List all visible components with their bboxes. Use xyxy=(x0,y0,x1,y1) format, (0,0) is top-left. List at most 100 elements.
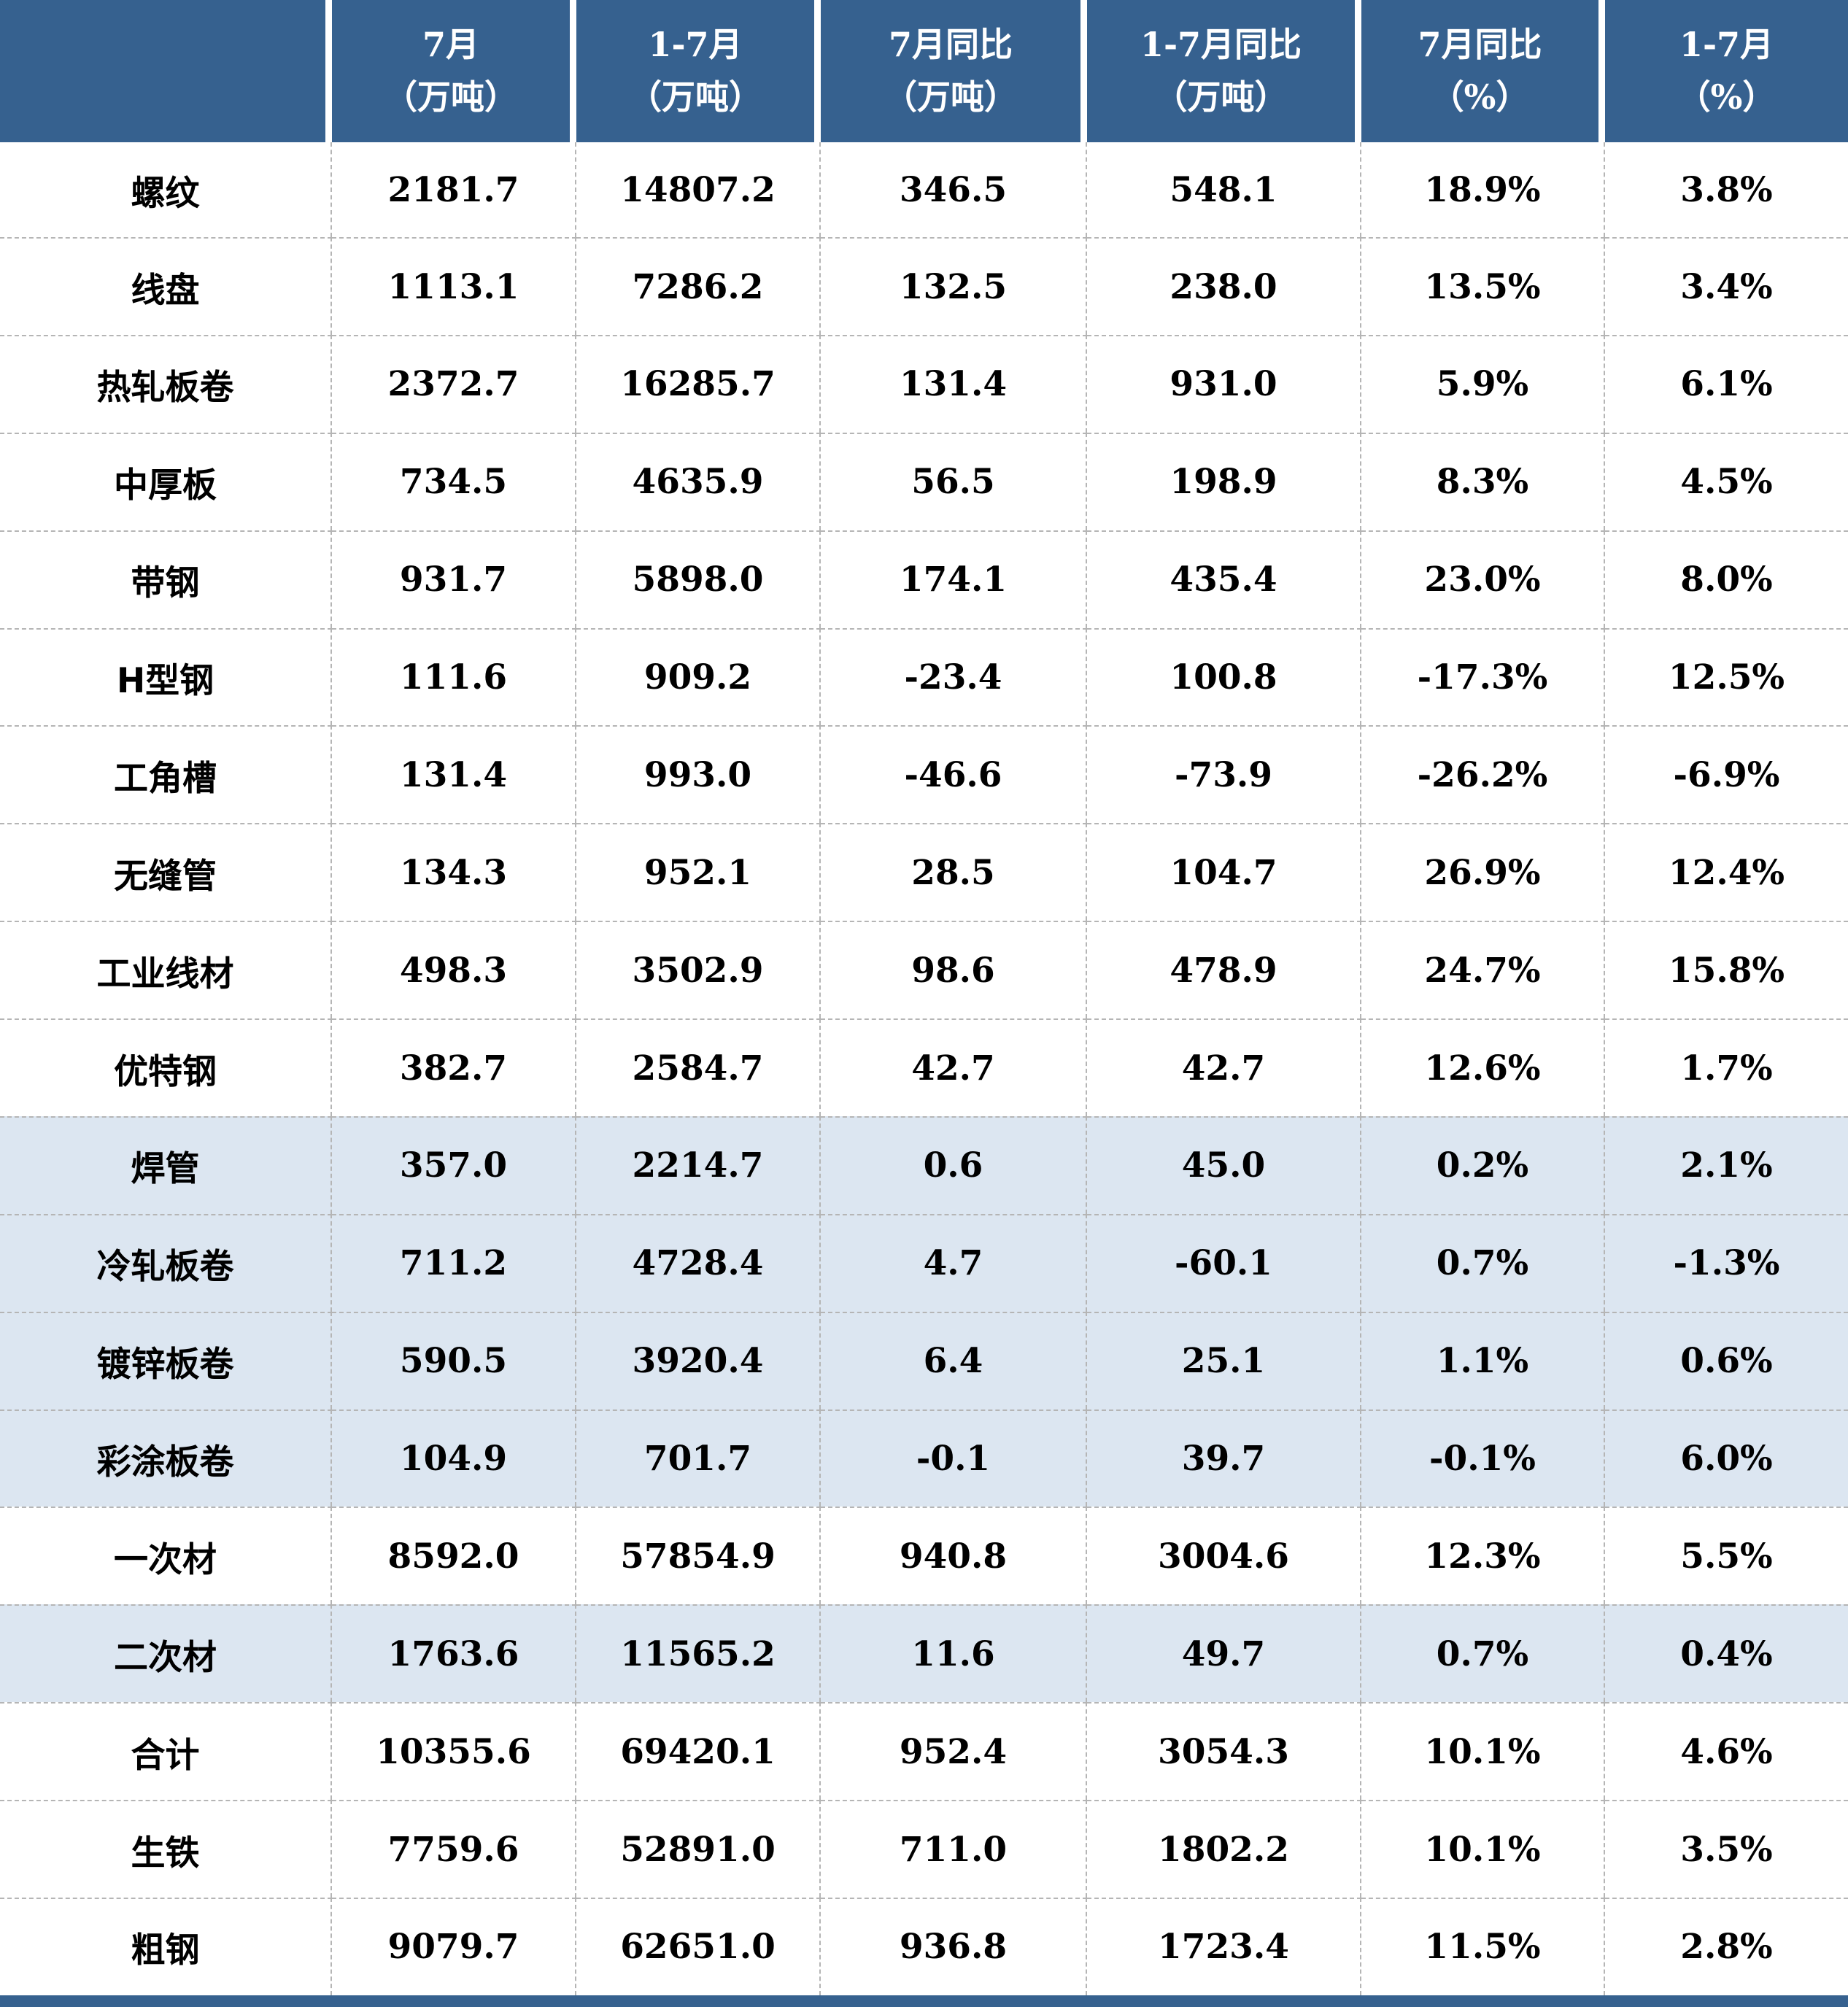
table-row: 线盘 1113.1 7286.2 132.5 238.0 13.5% 3.4% xyxy=(0,237,1848,335)
cell-jul-yoy-pct: 11.5% xyxy=(1361,1897,1605,1995)
cell-jan-jul-pct: 6.0% xyxy=(1605,1409,1848,1507)
cell-jul-yoy-pct: 18.9% xyxy=(1361,142,1605,238)
header-line2: （%） xyxy=(1430,77,1530,117)
cell-jan-jul-pct: 0.4% xyxy=(1605,1604,1848,1703)
cell-jan-jul-yoy-tons: 25.1 xyxy=(1087,1311,1361,1409)
cell-jan-jul-pct: 1.7% xyxy=(1605,1018,1848,1116)
table-row: 冷轧板卷 711.2 4728.4 4.7 -60.1 0.7% -1.3% xyxy=(0,1213,1848,1312)
row-label: 二次材 xyxy=(0,1604,332,1703)
cell-jan-jul-yoy-tons: 100.8 xyxy=(1087,627,1361,726)
table-row: 镀锌板卷 590.5 3920.4 6.4 25.1 1.1% 0.6% xyxy=(0,1311,1848,1409)
cell-jan-jul-yoy-tons: 1723.4 xyxy=(1087,1897,1361,1995)
table-row: 热轧板卷 2372.7 16285.7 131.4 931.0 5.9% 6.1… xyxy=(0,334,1848,433)
header-line1: 1-7月 xyxy=(648,25,743,65)
cell-jul-yoy-tons: 346.5 xyxy=(821,142,1087,238)
row-label: 镀锌板卷 xyxy=(0,1311,332,1409)
cell-jan-jul-yoy-tons: 3054.3 xyxy=(1087,1702,1361,1801)
cell-jul-yoy-tons: 98.6 xyxy=(821,921,1087,1019)
cell-jan-jul-tons: 701.7 xyxy=(576,1409,821,1507)
table-row: 一次材 8592.0 57854.9 940.8 3004.6 12.3% 5.… xyxy=(0,1507,1848,1605)
cell-jan-jul-tons: 4635.9 xyxy=(576,432,821,530)
cell-jul-yoy-tons: 56.5 xyxy=(821,432,1087,530)
header-line1: 7月同比 xyxy=(888,25,1013,65)
cell-jul-tons: 931.7 xyxy=(332,530,576,628)
cell-jul-tons: 8592.0 xyxy=(332,1507,576,1605)
row-label: 带钢 xyxy=(0,530,332,628)
cell-jan-jul-yoy-tons: 49.7 xyxy=(1087,1604,1361,1703)
cell-jan-jul-pct: 3.4% xyxy=(1605,237,1848,335)
cell-jul-yoy-tons: 936.8 xyxy=(821,1897,1087,1995)
cell-jan-jul-tons: 7286.2 xyxy=(576,237,821,335)
header-line1: 1-7月同比 xyxy=(1140,25,1302,65)
cell-jan-jul-tons: 2214.7 xyxy=(576,1115,821,1214)
table-row: 彩涂板卷 104.9 701.7 -0.1 39.7 -0.1% 6.0% xyxy=(0,1409,1848,1507)
cell-jul-yoy-pct: 26.9% xyxy=(1361,823,1605,921)
table-row: 粗钢 9079.7 62651.0 936.8 1723.4 11.5% 2.8… xyxy=(0,1897,1848,1995)
cell-jan-jul-yoy-tons: 42.7 xyxy=(1087,1018,1361,1116)
cell-jul-tons: 382.7 xyxy=(332,1018,576,1116)
cell-jul-yoy-pct: 13.5% xyxy=(1361,237,1605,335)
header-line1: 7月 xyxy=(422,25,479,65)
cell-jan-jul-pct: 12.4% xyxy=(1605,823,1848,921)
cell-jul-yoy-tons: 131.4 xyxy=(821,334,1087,433)
row-label: 焊管 xyxy=(0,1115,332,1214)
cell-jan-jul-pct: 15.8% xyxy=(1605,921,1848,1019)
cell-jul-yoy-tons: 6.4 xyxy=(821,1311,1087,1409)
cell-jul-yoy-pct: -0.1% xyxy=(1361,1409,1605,1507)
cell-jan-jul-pct: 0.6% xyxy=(1605,1311,1848,1409)
cell-jan-jul-pct: 4.5% xyxy=(1605,432,1848,530)
cell-jan-jul-yoy-tons: 931.0 xyxy=(1087,334,1361,433)
table-header: 7月 （万吨） 1-7月 （万吨） 7月同比 （万吨） 1-7月同比 （万吨） … xyxy=(0,0,1848,142)
row-label: 无缝管 xyxy=(0,823,332,921)
cell-jul-yoy-tons: 174.1 xyxy=(821,530,1087,628)
cell-jan-jul-yoy-tons: 3004.6 xyxy=(1087,1507,1361,1605)
row-label: 线盘 xyxy=(0,237,332,335)
cell-jul-tons: 590.5 xyxy=(332,1311,576,1409)
row-label: 工业线材 xyxy=(0,921,332,1019)
table-row: 无缝管 134.3 952.1 28.5 104.7 26.9% 12.4% xyxy=(0,823,1848,921)
cell-jan-jul-tons: 62651.0 xyxy=(576,1897,821,1995)
cell-jul-yoy-tons: 952.4 xyxy=(821,1702,1087,1801)
table-row: 中厚板 734.5 4635.9 56.5 198.9 8.3% 4.5% xyxy=(0,432,1848,530)
cell-jan-jul-pct: 3.8% xyxy=(1605,142,1848,238)
cell-jan-jul-yoy-tons: 238.0 xyxy=(1087,237,1361,335)
header-col-jul: 7月 （万吨） xyxy=(332,0,576,142)
cell-jul-yoy-pct: 0.7% xyxy=(1361,1604,1605,1703)
row-label: 热轧板卷 xyxy=(0,334,332,433)
row-label: 合计 xyxy=(0,1702,332,1801)
header-col-jul-yoy-pct: 7月同比 （%） xyxy=(1361,0,1605,142)
cell-jan-jul-tons: 909.2 xyxy=(576,627,821,726)
cell-jul-tons: 711.2 xyxy=(332,1213,576,1312)
cell-jul-yoy-tons: 4.7 xyxy=(821,1213,1087,1312)
cell-jan-jul-tons: 14807.2 xyxy=(576,142,821,238)
cell-jul-yoy-pct: -17.3% xyxy=(1361,627,1605,726)
cell-jan-jul-tons: 4728.4 xyxy=(576,1213,821,1312)
cell-jan-jul-yoy-tons: 198.9 xyxy=(1087,432,1361,530)
row-label: 螺纹 xyxy=(0,142,332,238)
header-line2: （%） xyxy=(1677,77,1777,117)
row-label: 优特钢 xyxy=(0,1018,332,1116)
cell-jan-jul-tons: 3920.4 xyxy=(576,1311,821,1409)
bottom-accent-bar xyxy=(0,1995,1848,2007)
cell-jul-yoy-tons: -0.1 xyxy=(821,1409,1087,1507)
cell-jan-jul-pct: -6.9% xyxy=(1605,725,1848,824)
cell-jan-jul-tons: 69420.1 xyxy=(576,1702,821,1801)
cell-jan-jul-yoy-tons: 548.1 xyxy=(1087,142,1361,238)
cell-jul-yoy-tons: 0.6 xyxy=(821,1115,1087,1214)
header-line2: （万吨） xyxy=(628,77,762,117)
header-row: 7月 （万吨） 1-7月 （万吨） 7月同比 （万吨） 1-7月同比 （万吨） … xyxy=(0,0,1848,142)
cell-jul-yoy-pct: -26.2% xyxy=(1361,725,1605,824)
table-row: 焊管 357.0 2214.7 0.6 45.0 0.2% 2.1% xyxy=(0,1115,1848,1214)
cell-jul-yoy-pct: 10.1% xyxy=(1361,1800,1605,1898)
cell-jan-jul-tons: 5898.0 xyxy=(576,530,821,628)
row-label: 中厚板 xyxy=(0,432,332,530)
row-label: 冷轧板卷 xyxy=(0,1213,332,1312)
cell-jan-jul-pct: 4.6% xyxy=(1605,1702,1848,1801)
header-col-jan-jul: 1-7月 （万吨） xyxy=(576,0,821,142)
cell-jul-yoy-pct: 12.3% xyxy=(1361,1507,1605,1605)
cell-jul-yoy-pct: 12.6% xyxy=(1361,1018,1605,1116)
cell-jan-jul-yoy-tons: 39.7 xyxy=(1087,1409,1361,1507)
header-corner-cell xyxy=(0,0,332,142)
